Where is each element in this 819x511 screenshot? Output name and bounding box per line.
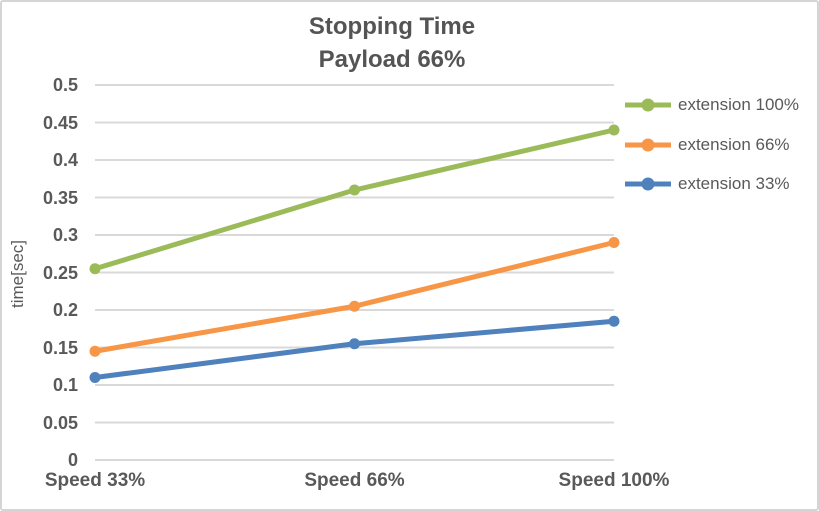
chart-title-line1: Stopping Time xyxy=(308,13,476,40)
x-axis-tick-label: Speed 100% xyxy=(558,470,670,491)
legend-item-extension-66: extension 66% xyxy=(624,125,799,165)
y-axis: 0 0.05 0.1 0.15 0.2 0.25 0.3 0.35 0.4 0.45 0.5 xyxy=(2,2,78,509)
legend-item-extension-100: extension 100% xyxy=(624,85,799,125)
y-axis-tick-label: 0.5 xyxy=(52,75,78,95)
legend-label: extension 66% xyxy=(678,134,790,154)
data-point-marker xyxy=(89,345,101,357)
y-axis-tick-label: 0.2 xyxy=(52,300,78,320)
y-axis-tick-label: 0.25 xyxy=(42,262,78,283)
x-axis-tick-label: Speed 66% xyxy=(304,470,405,491)
y-axis-tick-label: 0.1 xyxy=(52,375,78,395)
legend-item-extension-33: extension 33% xyxy=(624,164,799,204)
y-axis-tick-label: 0.3 xyxy=(52,225,78,245)
legend-label: extension 33% xyxy=(678,174,790,193)
legend: extension 100% extension 66% extension 3… xyxy=(624,85,799,204)
data-point-marker xyxy=(349,184,360,196)
x-axis: Speed 33% Speed 66% Speed 100% xyxy=(2,470,817,500)
data-point-marker xyxy=(608,237,620,248)
y-axis-tick-label: 0.15 xyxy=(42,337,78,358)
legend-label: extension 100% xyxy=(678,95,799,114)
data-point-marker xyxy=(349,300,360,312)
legend-swatch-line-marker xyxy=(625,177,671,191)
y-axis-tick-label: 0.05 xyxy=(42,412,78,433)
legend-swatch-line-marker xyxy=(625,138,671,151)
y-axis-tick-label: 0 xyxy=(67,450,78,470)
series-line xyxy=(92,318,617,380)
series-line xyxy=(92,127,617,272)
y-axis-tick-label: 0.4 xyxy=(52,150,78,170)
data-point-marker xyxy=(89,263,101,275)
legend-swatch-line-marker xyxy=(625,98,671,112)
y-axis-title: time[sec] xyxy=(8,239,27,309)
y-axis-tick-label: 0.45 xyxy=(42,112,78,133)
y-axis-tick-label: 0.35 xyxy=(42,187,78,208)
data-point-marker xyxy=(349,338,360,350)
data-point-marker xyxy=(608,124,620,136)
data-point-marker xyxy=(608,315,620,327)
chart-title-line2: Payload 66% xyxy=(318,46,466,73)
chart-title: Stopping Time Payload 66% xyxy=(2,10,782,76)
data-point-marker xyxy=(89,372,101,383)
series-line xyxy=(92,240,617,354)
x-axis-tick-label: Speed 33% xyxy=(44,470,146,491)
